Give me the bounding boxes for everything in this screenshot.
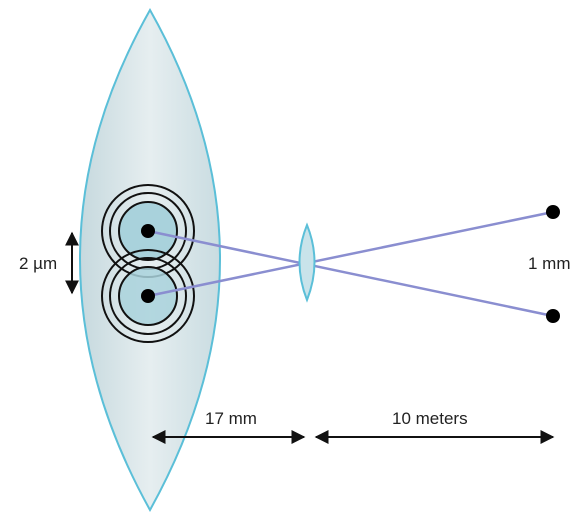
lower-image-point — [141, 289, 155, 303]
object-separation-label: 1 mm — [528, 254, 571, 273]
small-lens-shape — [298, 222, 316, 303]
ray-lower-image-to-upper-object — [147, 210, 554, 298]
upper-image-point — [141, 224, 155, 238]
upper-object-point — [546, 205, 560, 219]
lower-object-point — [546, 309, 560, 323]
ray-upper-image-to-lower-object — [147, 229, 554, 318]
eye-distance-label: 17 mm — [205, 409, 257, 428]
object-distance-label: 10 meters — [392, 409, 468, 428]
retina-separation-label: 2 µm — [19, 254, 57, 273]
